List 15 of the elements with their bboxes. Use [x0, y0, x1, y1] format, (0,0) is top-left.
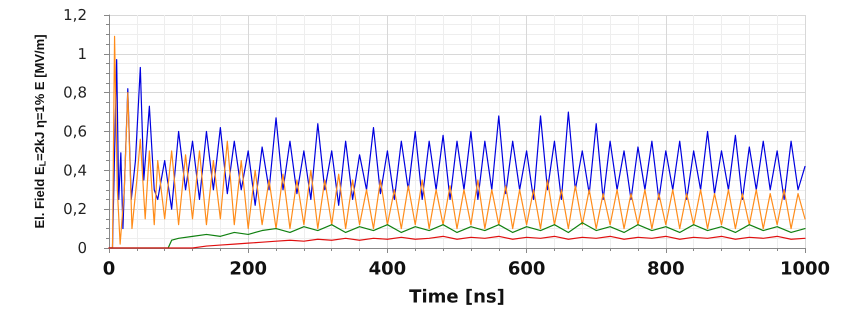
y-tick-label: 0,6	[63, 122, 87, 140]
y-tick-label: 1,2	[63, 6, 87, 24]
y-axis-title: El. Field EL=2kJ η=1% E [MV/m]	[32, 34, 48, 229]
y-tick-label: 0	[77, 239, 87, 257]
x-tick-label: 1000	[780, 258, 830, 280]
x-tick-label: 0	[102, 258, 116, 280]
x-tick-label: 200	[229, 258, 267, 280]
x-axis-title: Time [ns]	[409, 286, 505, 308]
x-tick-label: 400	[368, 258, 406, 280]
y-tick-label: 0,8	[63, 84, 87, 102]
y-tick-label: 0,4	[63, 161, 87, 180]
y-tick-label: 0,2	[63, 200, 87, 218]
x-tick-label: 800	[647, 258, 685, 280]
y-tick-label: 1	[77, 44, 87, 63]
x-tick-label: 600	[508, 258, 546, 280]
